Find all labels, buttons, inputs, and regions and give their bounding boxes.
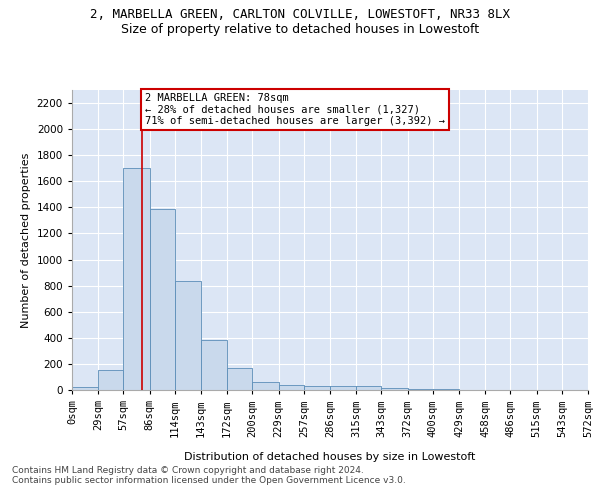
Bar [356, 386, 382, 390]
Bar [330, 386, 356, 390]
Text: Size of property relative to detached houses in Lowestoft: Size of property relative to detached ho… [121, 22, 479, 36]
Bar [124, 168, 149, 390]
Text: Contains HM Land Registry data © Crown copyright and database right 2024.
Contai: Contains HM Land Registry data © Crown c… [12, 466, 406, 485]
Bar [227, 368, 253, 390]
Bar [175, 281, 201, 390]
Bar [304, 386, 330, 390]
Y-axis label: Number of detached properties: Number of detached properties [21, 152, 31, 328]
Bar [149, 208, 175, 390]
Bar [98, 370, 124, 390]
Bar [278, 386, 304, 390]
Bar [382, 388, 407, 390]
Bar [201, 340, 227, 390]
Bar [72, 388, 98, 390]
Text: Distribution of detached houses by size in Lowestoft: Distribution of detached houses by size … [184, 452, 476, 462]
Bar [253, 382, 278, 390]
Text: 2 MARBELLA GREEN: 78sqm
← 28% of detached houses are smaller (1,327)
71% of semi: 2 MARBELLA GREEN: 78sqm ← 28% of detache… [145, 93, 445, 126]
Text: 2, MARBELLA GREEN, CARLTON COLVILLE, LOWESTOFT, NR33 8LX: 2, MARBELLA GREEN, CARLTON COLVILLE, LOW… [90, 8, 510, 20]
